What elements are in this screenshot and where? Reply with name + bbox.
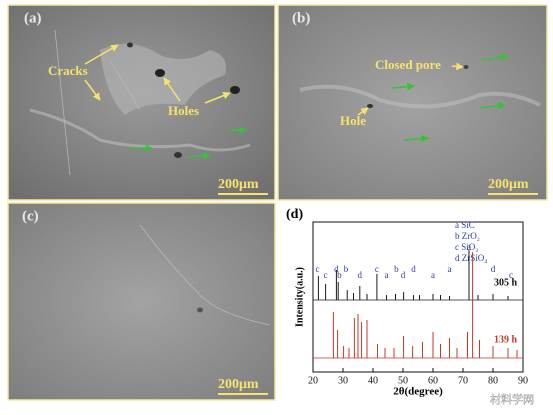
- x-tick-label: 90: [518, 375, 528, 386]
- panel-label: (c): [22, 208, 39, 224]
- panel-a: (a) Cracks Holes 200μm: [7, 4, 276, 201]
- arrow: [84, 79, 101, 101]
- peak-label: c: [509, 270, 513, 280]
- arrow: [391, 82, 415, 91]
- pore: [463, 65, 469, 69]
- hole: [230, 86, 240, 94]
- peak-label: d: [401, 270, 406, 280]
- annotation: Holes: [168, 103, 199, 118]
- scale-bar-label: 200μm: [218, 177, 259, 192]
- peak-label: d: [491, 264, 496, 274]
- annotation: Cracks: [48, 63, 88, 78]
- x-tick-label: 20: [308, 375, 318, 386]
- hole: [127, 42, 133, 48]
- panel-label: (a): [24, 10, 42, 26]
- arrow: [187, 151, 211, 160]
- hole: [367, 104, 373, 108]
- legend-entry: c SiO₂: [455, 242, 478, 252]
- peak-label: a: [385, 270, 389, 280]
- peak-label: c: [375, 264, 379, 274]
- legend-entry: a SiC: [455, 220, 475, 230]
- hole: [155, 69, 165, 77]
- panel-label: (d): [286, 207, 303, 222]
- x-tick-label: 30: [338, 375, 348, 386]
- series-label: 139 h: [494, 334, 518, 345]
- x-tick-label: 40: [368, 375, 378, 386]
- sem-image: [7, 202, 276, 401]
- x-tick-label: 50: [398, 375, 408, 386]
- surface-region: [299, 84, 541, 109]
- annotation: Hole: [340, 113, 366, 128]
- pore: [197, 307, 203, 313]
- arrow: [479, 102, 506, 110]
- hole: [174, 152, 182, 158]
- peak-label: d: [358, 270, 363, 280]
- peak-label: d: [411, 264, 416, 274]
- annotation: Closed pore: [375, 57, 441, 72]
- arrow: [163, 77, 181, 102]
- panel-label: (b): [292, 10, 310, 26]
- peak-label: d: [334, 264, 339, 274]
- y-axis-label: Intensity(a.u.): [294, 267, 305, 327]
- x-tick-label: 80: [488, 375, 498, 386]
- surface-region: [29, 108, 251, 152]
- panel-b: (b) Closed pore Hole 200μm: [277, 4, 548, 201]
- x-axis-label: 2θ(degree): [393, 386, 443, 398]
- peak-label: b: [337, 270, 342, 280]
- scale-bar-label: 200μm: [218, 377, 259, 392]
- arrow: [357, 107, 369, 116]
- peak-label: b: [344, 264, 349, 274]
- arrow: [204, 92, 231, 104]
- panel-c: (c) 200μm: [7, 202, 276, 401]
- peak-label: a: [431, 270, 435, 280]
- plot-frame: [312, 221, 524, 373]
- watermark: 材料学网: [490, 392, 534, 406]
- peak-label: b: [394, 264, 399, 274]
- arrow: [84, 44, 119, 65]
- arrow: [481, 53, 509, 61]
- scale-bar-label: 200μm: [488, 177, 529, 192]
- peak-label: c: [324, 270, 328, 280]
- sem-image: [277, 4, 548, 201]
- legend-entry: d ZrSiO₄: [455, 253, 487, 263]
- arrow: [451, 62, 464, 71]
- crack: [139, 224, 271, 326]
- crack: [54, 29, 141, 176]
- x-tick-label: 70: [458, 375, 468, 386]
- arrow: [403, 134, 429, 143]
- legend-entry: b ZrO₂: [455, 231, 480, 241]
- peak-label: c: [316, 264, 320, 274]
- panel-d: (d) Intensity(a.u.) 2θ(degree) 20 30 40 50 6…: [286, 207, 528, 397]
- peak-label: a: [448, 264, 452, 274]
- series-label: 305 h: [494, 277, 518, 288]
- surface-region: [100, 43, 226, 115]
- peak-label: a: [467, 242, 471, 252]
- x-tick-label: 60: [428, 375, 438, 386]
